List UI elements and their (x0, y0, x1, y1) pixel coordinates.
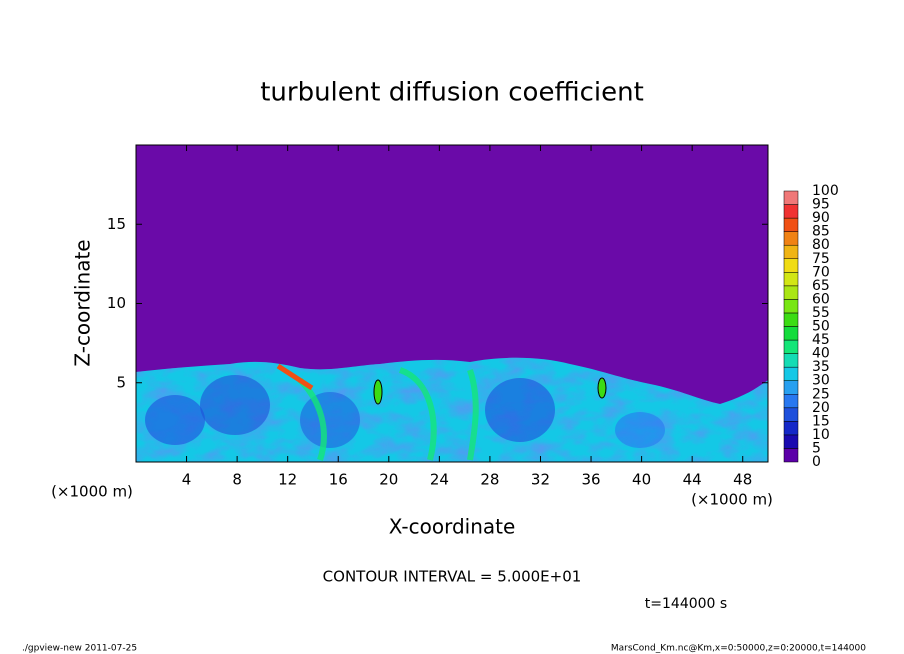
x-tick-label: 40 (632, 471, 651, 489)
colorbar-band (783, 204, 799, 219)
colorbar-band (783, 312, 799, 327)
colorbar-label: 75 (812, 251, 830, 267)
colorbar-label: 20 (812, 400, 830, 416)
colorbar-label: 35 (812, 359, 830, 375)
colorbar-label: 50 (812, 319, 830, 335)
x-unit-label: (×1000 m) (691, 491, 773, 509)
x-tick-label: 12 (278, 471, 297, 489)
colorbar-label: 80 (812, 237, 830, 253)
y-tick-label: 10 (107, 294, 126, 312)
x-tick-label: 28 (480, 471, 499, 489)
x-tick-label: 44 (683, 471, 702, 489)
chart-title: turbulent diffusion coefficient (260, 78, 644, 108)
colorbar-band (783, 244, 799, 259)
colorbar-band (783, 299, 799, 314)
colorbar-band (783, 217, 799, 232)
colorbar-label: 85 (812, 224, 830, 240)
y-tick-label: 5 (116, 373, 126, 391)
colorbar-band (783, 258, 799, 273)
colorbar-band (783, 190, 799, 205)
colorbar-band (783, 285, 799, 300)
contour-interval: CONTOUR INTERVAL = 5.000E+01 (323, 568, 582, 586)
colorbar-label: 10 (812, 427, 830, 443)
colorbar-label: 30 (812, 373, 830, 389)
footer-left: ./gpview-new 2011-07-25 (22, 644, 137, 654)
footer-right: MarsCond_Km.nc@Km,x=0:50000,z=0:20000,t=… (611, 644, 866, 654)
x-tick-label: 48 (733, 471, 752, 489)
colorbar-label: 70 (812, 264, 830, 280)
colorbar-band (783, 272, 799, 287)
colorbar-band (783, 366, 799, 381)
colorbar-band (783, 326, 799, 341)
colorbar-label: 65 (812, 278, 830, 294)
colorbar-label: 0 (812, 454, 821, 470)
colorbar-band (783, 434, 799, 449)
colorbar-label: 95 (812, 197, 830, 213)
x-tick-label: 8 (232, 471, 242, 489)
y-axis-label: Z-coordinate (71, 239, 95, 366)
x-tick-label: 24 (430, 471, 449, 489)
colorbar-label: 55 (812, 305, 830, 321)
colorbar-label: 5 (812, 440, 821, 456)
x-tick-label: 4 (182, 471, 192, 489)
x-axis-label: X-coordinate (389, 515, 516, 539)
colorbar-band (783, 448, 799, 463)
colorbar-label: 100 (812, 183, 839, 199)
x-tick-label: 36 (581, 471, 600, 489)
x-unit-label: (×1000 m) (51, 483, 133, 501)
x-tick-label: 20 (379, 471, 398, 489)
colorbar-band (783, 339, 799, 354)
colorbar-band (783, 421, 799, 436)
colorbar-band (783, 231, 799, 246)
colorbar-label: 45 (812, 332, 830, 348)
colorbar-band (783, 394, 799, 409)
field (136, 145, 768, 462)
x-tick-label: 16 (329, 471, 348, 489)
colorbar-band (783, 407, 799, 422)
colorbar-label: 15 (812, 413, 830, 429)
colorbar-band (783, 353, 799, 368)
colorbar-label: 40 (812, 346, 830, 362)
y-tick-label: 15 (107, 215, 126, 233)
colorbar-band (783, 380, 799, 395)
colorbar-label: 90 (812, 210, 830, 226)
time-label: t=144000 s (645, 596, 727, 612)
colorbar-label: 25 (812, 386, 830, 402)
x-tick-label: 32 (531, 471, 550, 489)
colorbar-label: 60 (812, 291, 830, 307)
